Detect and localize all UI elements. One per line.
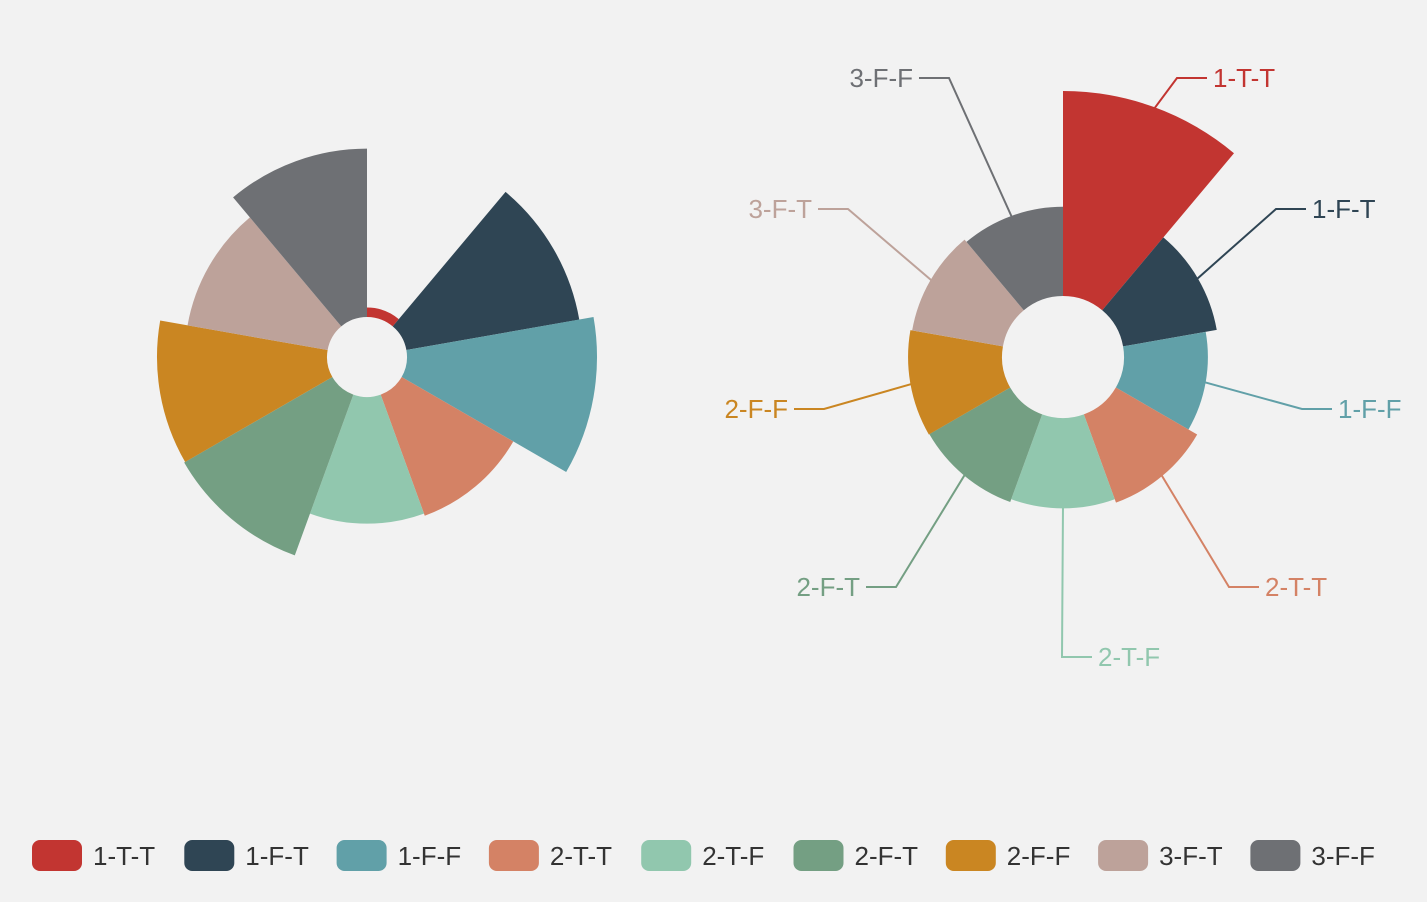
slice-label: 2-F-F <box>724 394 788 424</box>
rose-slice-2-t-t[interactable] <box>1083 387 1198 503</box>
rose-chart-left <box>156 148 597 556</box>
legend-swatch <box>641 840 692 871</box>
rose-slice-2-f-t[interactable] <box>184 377 354 556</box>
rose-slice-2-f-t[interactable] <box>929 387 1043 503</box>
rose-slice-3-f-t[interactable] <box>912 239 1024 347</box>
rose-slice-3-f-f[interactable] <box>966 206 1063 311</box>
legend-label: 2-F-T <box>855 841 919 871</box>
legend-swatch <box>336 840 387 871</box>
legend-swatch <box>945 840 996 871</box>
label-leader-line <box>794 382 915 410</box>
legend-label: 1-T-T <box>93 841 155 871</box>
rose-slice-2-f-f[interactable] <box>908 330 1011 435</box>
legend-swatch <box>184 840 235 871</box>
label-leader-line <box>919 77 1014 221</box>
legend-label: 2-T-F <box>702 841 764 871</box>
legend-swatch <box>488 840 539 871</box>
legend-label: 2-T-T <box>550 841 612 871</box>
legend: 1-T-T 1-F-T 1-F-F 2-T-T 2-T-F 2-F-T 2-F-F 3-F-T… <box>32 840 1375 871</box>
slice-label: 2-F-T <box>796 572 860 602</box>
rose-slice-1-f-t[interactable] <box>1102 237 1217 347</box>
legend-swatch <box>793 840 844 871</box>
label-leader-line <box>818 208 935 284</box>
label-leader-line <box>1194 208 1306 282</box>
rose-slice-1-t-t[interactable] <box>1063 91 1234 311</box>
legend-label: 3-F-T <box>1159 841 1223 871</box>
rose-slice-1-f-t[interactable] <box>392 191 580 351</box>
label-leader-line <box>1060 504 1092 658</box>
slice-label: 2-T-F <box>1098 642 1160 672</box>
legend-label: 1-F-F <box>398 841 462 871</box>
rose-slice-1-f-f[interactable] <box>401 317 597 472</box>
legend-swatch <box>1250 840 1301 871</box>
rose-slice-2-t-f[interactable] <box>309 394 425 524</box>
rose-slice-3-f-f[interactable] <box>233 148 367 327</box>
legend-label: 2-F-F <box>1007 841 1071 871</box>
legend-item[interactable]: 3-F-T <box>1098 840 1223 871</box>
rose-slice-3-f-t[interactable] <box>187 217 342 351</box>
label-leader-line <box>1201 380 1332 410</box>
slice-label: 1-T-T <box>1213 63 1275 93</box>
slice-label: 1-F-F <box>1338 394 1402 424</box>
legend-item[interactable]: 2-F-F <box>945 840 1071 871</box>
legend-swatch <box>1098 840 1149 871</box>
legend-item[interactable]: 1-F-T <box>184 840 309 871</box>
slice-label: 2-T-T <box>1265 572 1327 602</box>
rose-slice-1-t-t[interactable] <box>367 307 399 327</box>
rose-slice-2-t-f[interactable] <box>1011 414 1115 509</box>
legend-label: 3-F-F <box>1311 841 1375 871</box>
label-leader-line <box>1159 472 1259 588</box>
rose-chart-right: 1-T-T 1-F-T 1-F-F 2-T-T 2-T-F 2-F-T 2-F-F 3-F-T… <box>724 63 1401 672</box>
legend-item[interactable]: 3-F-F <box>1250 840 1375 871</box>
rose-slice-1-f-f[interactable] <box>1115 331 1208 430</box>
legend-swatch <box>32 840 82 871</box>
legend-label: 1-F-T <box>245 841 309 871</box>
label-leader-line <box>866 471 968 588</box>
legend-item[interactable]: 2-T-T <box>488 840 612 871</box>
legend-item[interactable]: 1-T-T <box>32 840 155 871</box>
slice-label: 3-F-F <box>849 63 913 93</box>
label-leader-line <box>1151 77 1207 112</box>
rose-slice-2-t-t[interactable] <box>380 377 514 516</box>
legend-item[interactable]: 2-T-F <box>641 840 764 871</box>
slice-label: 1-F-T <box>1312 194 1376 224</box>
rose-slice-2-f-f[interactable] <box>156 320 333 462</box>
legend-item[interactable]: 2-F-T <box>793 840 919 871</box>
slice-label: 3-F-T <box>748 194 812 224</box>
legend-item[interactable]: 1-F-F <box>336 840 462 871</box>
